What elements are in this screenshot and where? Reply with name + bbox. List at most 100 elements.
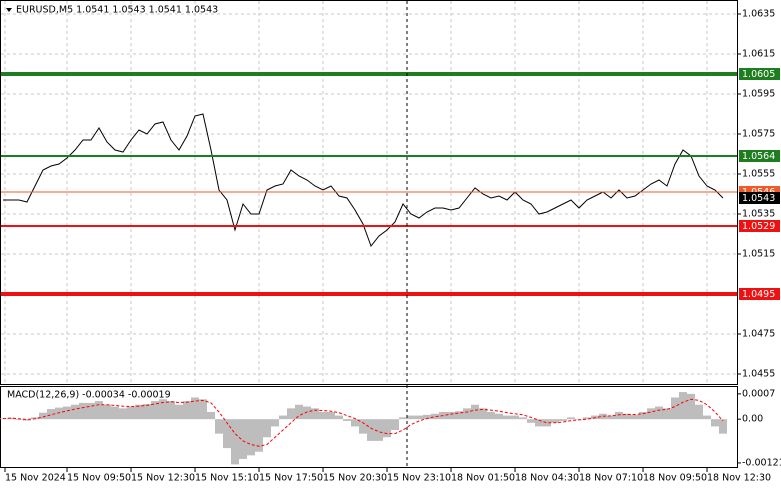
histogram-bar xyxy=(423,414,431,420)
histogram-bar xyxy=(119,408,127,420)
y-tick-label: 1.0595 xyxy=(742,89,775,100)
histogram-bar xyxy=(95,401,103,420)
histogram-bar xyxy=(679,392,687,420)
histogram-bar xyxy=(175,404,183,420)
x-tick-label: 15 Nov 2024 xyxy=(5,473,66,484)
histogram-bar xyxy=(711,419,719,427)
histogram-bar xyxy=(695,404,703,420)
histogram-bar xyxy=(63,406,71,420)
histogram-bar xyxy=(511,415,519,420)
histogram-bar xyxy=(543,419,551,427)
x-tick-label: 15 Nov 23:10 xyxy=(387,473,451,484)
histogram-bar xyxy=(199,399,207,420)
x-tick-label: 18 Nov 01:50 xyxy=(451,473,515,484)
histogram-bar xyxy=(319,411,327,420)
histogram-bar xyxy=(247,419,255,456)
histogram-bar xyxy=(55,407,63,420)
histogram-bar xyxy=(143,403,151,420)
histogram-bar xyxy=(231,419,239,465)
histogram-bar xyxy=(223,419,231,449)
histogram-bar xyxy=(639,411,647,420)
level-label: 1.0605 xyxy=(742,69,775,80)
y-tick-label: 0.0007 xyxy=(742,388,775,399)
histogram-bar xyxy=(655,406,663,420)
histogram-bar xyxy=(615,411,623,420)
histogram-bar xyxy=(479,408,487,420)
histogram-bar xyxy=(719,419,727,434)
histogram-bar xyxy=(551,419,559,423)
x-tick-label: 15 Nov 17:50 xyxy=(259,473,323,484)
menu-arrow xyxy=(6,8,12,12)
histogram-bar xyxy=(287,408,295,420)
x-tick-label: 15 Nov 15:10 xyxy=(195,473,259,484)
histogram-bar xyxy=(495,413,503,420)
histogram-bar xyxy=(623,413,631,420)
histogram-bar xyxy=(391,419,399,431)
histogram-bar xyxy=(431,413,439,420)
histogram-bar xyxy=(303,406,311,420)
level-label: 1.0495 xyxy=(742,289,775,300)
macd-title: MACD(12,26,9) -0.00034 -0.00019 xyxy=(7,390,171,401)
histogram-bar xyxy=(567,417,575,420)
plot xyxy=(0,72,737,465)
histogram-bar xyxy=(343,419,351,421)
histogram-bar xyxy=(215,419,223,434)
histogram-bar xyxy=(183,401,191,420)
histogram-bar xyxy=(535,419,543,427)
x-tick-label: 18 Nov 07:10 xyxy=(579,473,643,484)
histogram-bar xyxy=(255,419,263,452)
histogram-bar xyxy=(135,404,143,420)
histogram-bar xyxy=(487,411,495,420)
level-label: 1.0529 xyxy=(742,221,775,232)
y-tick-label: -0.00121 xyxy=(742,457,781,468)
signal-line xyxy=(2,398,724,447)
y-tick-label: 1.0455 xyxy=(742,369,775,380)
y-tick-label: 1.0515 xyxy=(742,249,775,260)
chart-title: EURUSD,M5 1.0541 1.0543 1.0541 1.0543 xyxy=(16,5,218,16)
histogram-bar xyxy=(47,409,55,420)
level-label-box xyxy=(739,68,780,80)
histogram-bar xyxy=(167,401,175,420)
histogram-bar xyxy=(151,401,159,420)
histogram-bar xyxy=(31,417,39,420)
x-tick-label: 15 Nov 09:50 xyxy=(67,473,131,484)
y-tick-label: 1.0575 xyxy=(742,129,775,140)
level-label-box xyxy=(739,150,780,162)
histogram-bar xyxy=(663,408,671,420)
histogram-bar xyxy=(367,419,375,441)
level-label: 1.0543 xyxy=(742,193,775,204)
histogram-bar xyxy=(263,419,271,438)
histogram-bar xyxy=(687,393,695,420)
histogram-bar xyxy=(87,402,95,420)
histogram-bar xyxy=(103,404,111,420)
level-label-box xyxy=(739,288,780,300)
x-tick-label: 18 Nov 12:30 xyxy=(707,473,771,484)
y-tick-label: 1.0615 xyxy=(742,49,775,60)
histogram-bar xyxy=(191,397,199,420)
y-tick-label: 1.0555 xyxy=(742,169,775,180)
grid: 15 Nov 2024 15 Nov 09:50 15 Nov 12:30 15 No… xyxy=(1,1,781,484)
histogram-bar xyxy=(271,419,279,427)
histogram-bar xyxy=(471,404,479,420)
histogram-bar xyxy=(671,397,679,420)
y-tick-label: 0.00 xyxy=(742,414,763,425)
histogram-bar xyxy=(407,415,415,420)
histogram-bar xyxy=(415,415,423,420)
histogram-bar xyxy=(239,419,247,459)
level-label: 1.0564 xyxy=(742,151,775,162)
x-tick-label: 15 Nov 12:30 xyxy=(131,473,195,484)
histogram-bar xyxy=(519,417,527,420)
histogram-bar xyxy=(503,415,511,420)
histogram-bar xyxy=(703,415,711,420)
main-frame xyxy=(0,0,738,385)
histogram-bar xyxy=(455,411,463,420)
histogram-bar xyxy=(647,408,655,420)
histogram-bar xyxy=(23,419,31,421)
histogram-bar xyxy=(279,415,287,420)
histogram-bar xyxy=(399,417,407,420)
histogram-bar xyxy=(39,412,47,420)
histogram-bar xyxy=(463,408,471,420)
histogram-bar xyxy=(607,415,615,420)
histogram-bar xyxy=(71,404,79,420)
